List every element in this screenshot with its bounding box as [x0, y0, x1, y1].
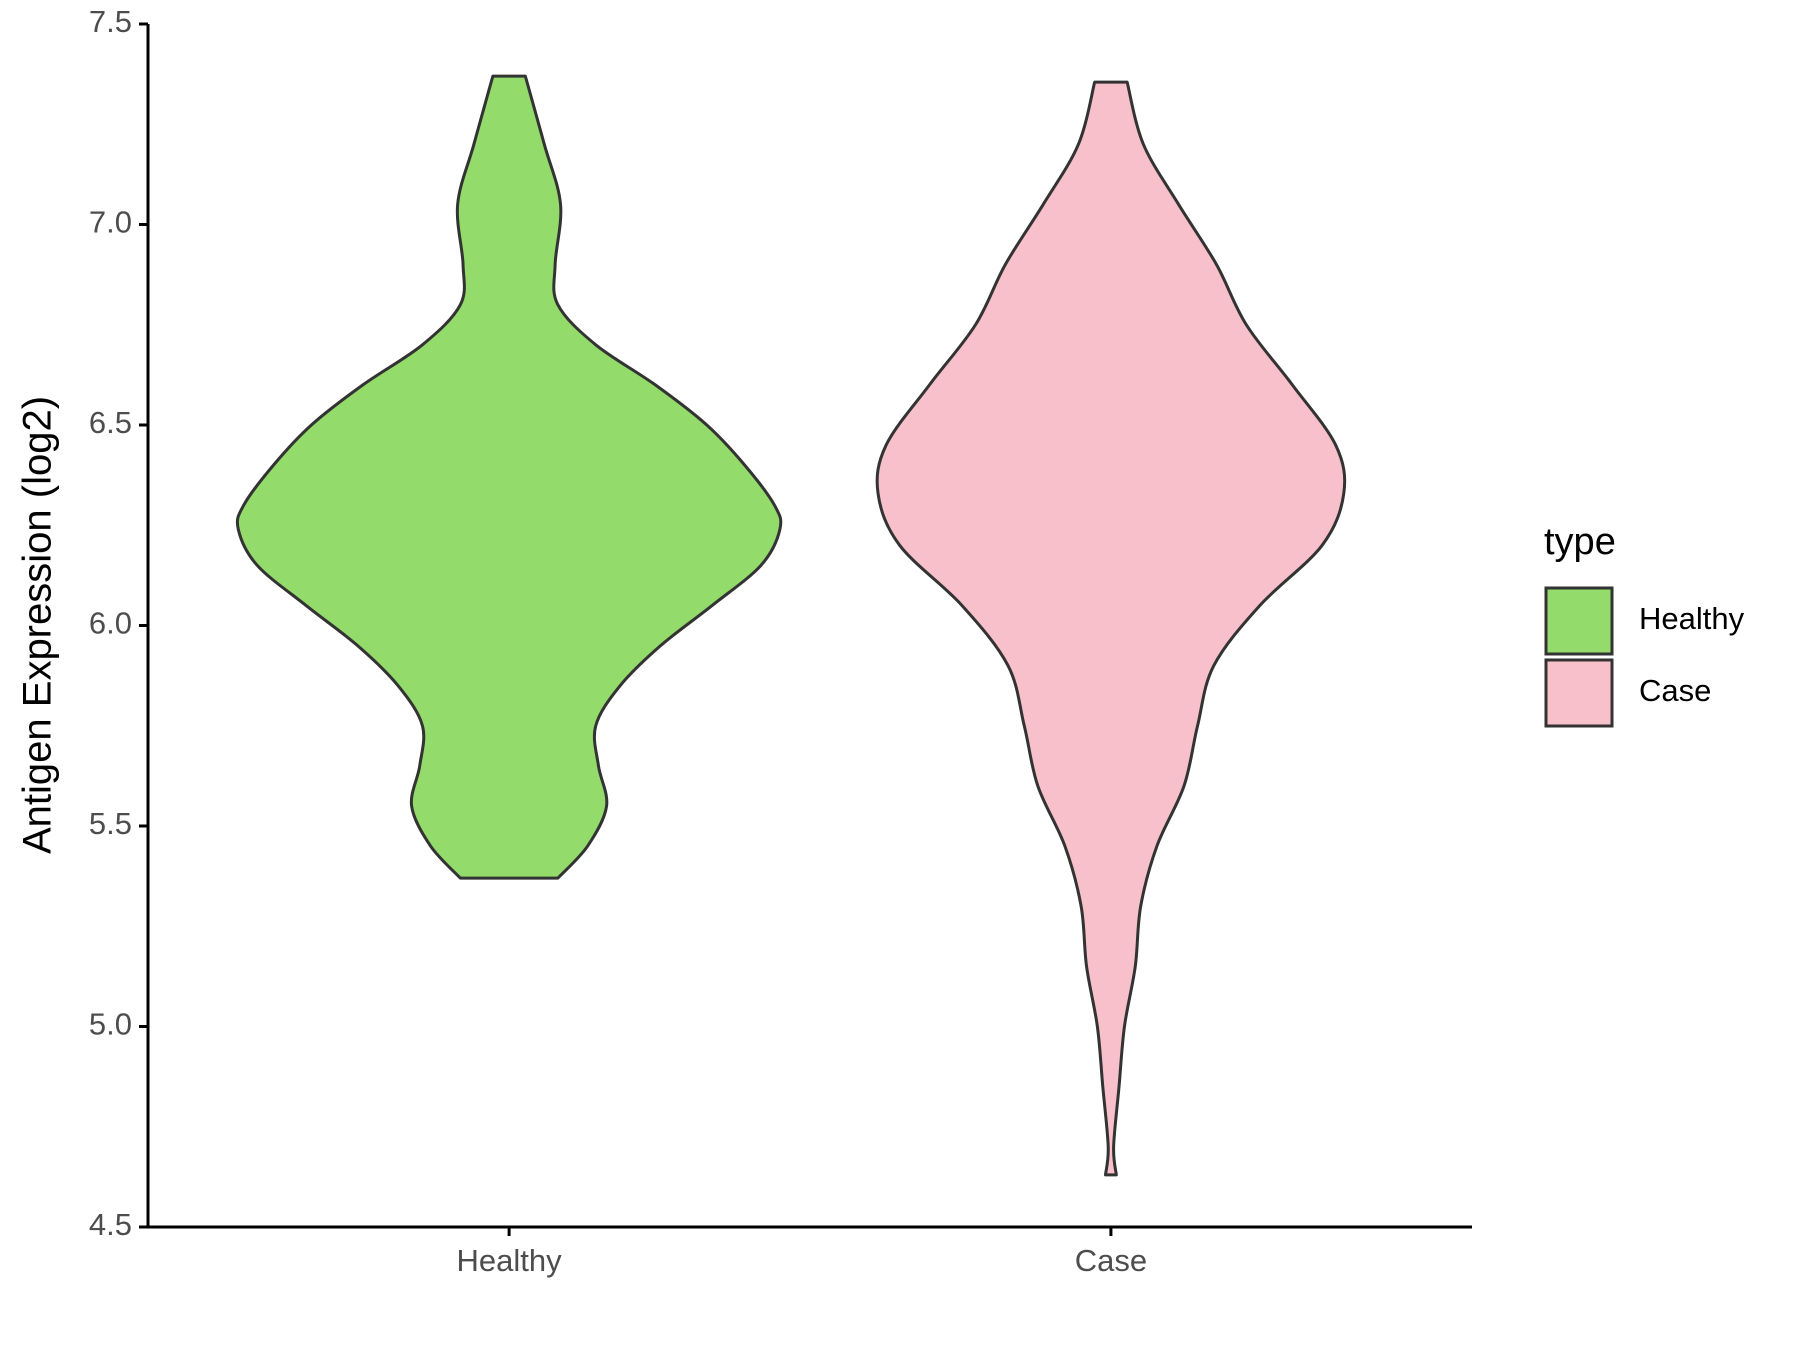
violin — [875, 80, 1347, 1177]
legend-label: Healthy — [1639, 601, 1745, 636]
y-tick-label: 7.5 — [89, 4, 132, 39]
violin — [235, 74, 783, 880]
x-tick-label: Healthy — [457, 1243, 563, 1278]
y-tick-label: 5.5 — [89, 806, 132, 841]
y-tick-label: 4.5 — [89, 1207, 132, 1242]
y-tick-label: 6.5 — [89, 405, 132, 440]
y-tick-label: 7.0 — [89, 205, 132, 240]
x-tick-label: Case — [1075, 1243, 1147, 1278]
legend-key — [1544, 658, 1614, 728]
legend-label: Case — [1639, 673, 1711, 708]
y-axis-title: Antigen Expression (log2) — [16, 396, 60, 854]
legend-key — [1544, 586, 1614, 656]
y-tick-label: 5.0 — [89, 1007, 132, 1042]
y-tick-label: 6.0 — [89, 606, 132, 641]
legend-title: type — [1544, 521, 1616, 563]
